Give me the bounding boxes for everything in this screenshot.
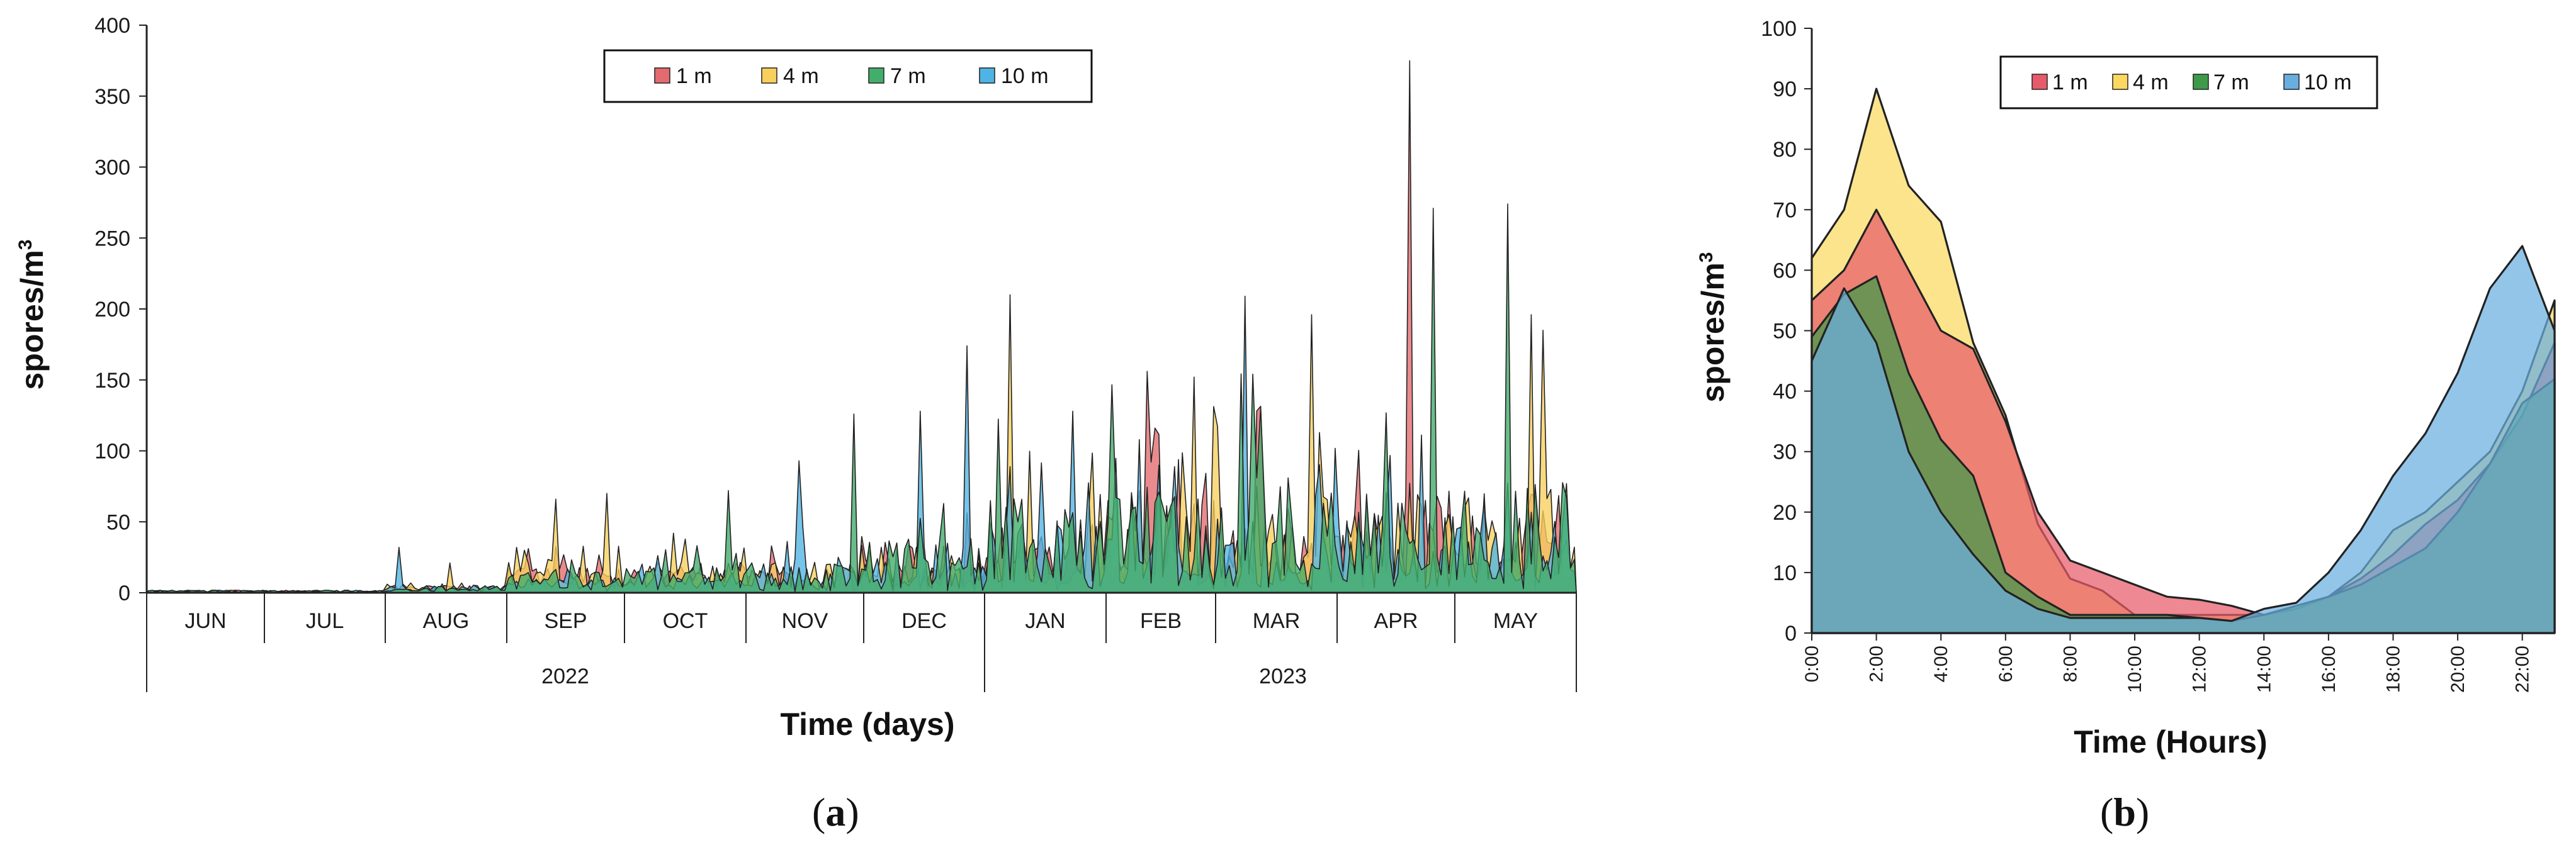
b-y-tick-label: 30 [1773,440,1797,464]
a-month-label-jul: JUL [306,609,344,633]
a-area-7m [146,203,1577,593]
b-x-axis-title: Time (Hours) [2074,724,2267,760]
a-legend-swatch-7m [868,67,884,84]
b-legend-box [1999,55,2378,109]
a-year-label-2022: 2022 [541,664,589,688]
a-y-tick-label: 100 [94,440,130,464]
b-y-tick-label: 80 [1773,138,1797,162]
b-y-tick-label: 60 [1773,259,1797,283]
a-y-tick-label: 250 [94,227,130,250]
a-legend-swatch-10m [979,67,995,84]
b-y-tick-label: 0 [1785,622,1797,646]
b-x-tick-label: 20:00 [2448,646,2468,693]
b-y-ticks: 0 10 20 30 40 50 60 70 80 90 100 [1761,17,1812,646]
a-area-layer [146,60,1577,593]
a-y-axis-title: spores/m3 [14,239,50,390]
b-x-tick-label: 22:00 [2512,646,2533,693]
a-legend-box [603,49,1093,103]
b-legend: 1 m 4 m 7 m 10 m [1999,55,2378,109]
b-x-tick-label: 0:00 [1802,646,1822,682]
b-legend-swatch-10m [2283,74,2300,90]
a-legend-label-1m: 1 m [676,64,712,88]
b-y-tick-label: 50 [1773,320,1797,344]
a-year-label-2023: 2023 [1259,664,1307,688]
a-month-label-may: MAY [1493,609,1538,633]
b-x-tick-label: 2:00 [1867,646,1887,682]
a-y-tick-label: 150 [94,369,130,393]
b-y-tick-label: 90 [1773,77,1797,101]
b-legend-swatch-4m [2112,74,2128,90]
b-y-tick-label: 20 [1773,501,1797,525]
a-y-tick-label: 0 [118,581,130,605]
a-y-ticks: 0 50 100 150 200 250 300 350 400 [94,14,147,605]
b-legend-label-10m: 10 m [2304,70,2352,94]
a-y-tick-label: 50 [106,510,130,534]
a-y-axis-title-sup: 3 [15,239,36,250]
a-legend-label-10m: 10 m [1001,64,1049,88]
a-legend-label-7m: 7 m [890,64,926,88]
a-y-tick-label: 300 [94,156,130,180]
a-area-1m [146,60,1577,593]
b-legend-swatch-1m [2031,74,2048,90]
b-y-axis-title-sup: 3 [1696,252,1717,262]
panel-b-chart: 0 10 20 30 40 50 60 70 80 90 100 0:00 2:00 4:00 6:00 8… [1695,17,2556,834]
a-x-axis-title: Time (days) [781,707,955,742]
b-x-tick-label: 10:00 [2125,646,2145,693]
b-area-layer [1811,87,2556,634]
a-month-label-mar: MAR [1253,609,1301,633]
b-x-tick-label: 8:00 [2060,646,2081,682]
b-x-tick-label: 4:00 [1931,646,1952,682]
b-legend-label-7m: 7 m [2213,70,2249,94]
a-month-label-jan: JAN [1025,609,1065,633]
b-y-axis-title: spores/m3 [1695,252,1731,402]
a-legend-label-4m: 4 m [783,64,819,88]
a-legend-swatch-1m [654,67,670,84]
a-month-label-dec: DEC [901,609,947,633]
a-axes [145,25,1576,594]
a-month-label-apr: APR [1374,609,1418,633]
b-y-tick-label: 100 [1761,17,1797,41]
a-month-label-sep: SEP [544,609,587,633]
b-x-tick-label: 16:00 [2319,646,2339,693]
a-month-label-feb: FEB [1140,609,1182,633]
a-month-ticks: JUN JUL AUG SEP OCT NOV DEC JAN FEB MAR APR MAY [146,593,1577,692]
b-legend-swatch-7m [2193,74,2209,90]
b-y-tick-label: 70 [1773,198,1797,222]
b-x-tick-label: 18:00 [2383,646,2404,693]
a-month-label-aug: AUG [423,609,470,633]
a-y-tick-label: 400 [94,14,130,38]
b-legend-label-1m: 1 m [2052,70,2088,94]
a-month-label-oct: OCT [663,609,708,633]
a-month-label-nov: NOV [782,609,828,633]
a-y-tick-label: 200 [94,298,130,322]
a-legend: 1 m 4 m 7 m 10 m [603,49,1093,103]
panel-label-b: (b) [2100,790,2149,834]
b-x-tick-label: 12:00 [2189,646,2210,693]
a-y-tick-label: 350 [94,85,130,109]
a-legend-swatch-4m [761,67,777,84]
panel-label-a: (a) [812,790,859,834]
b-x-tick-label: 14:00 [2254,646,2274,693]
b-area-10m [1811,245,2556,634]
panel-a-chart: 0 50 100 150 200 250 300 350 400 JUN JUL AUG SEP OCT… [14,14,1577,834]
b-x-ticks: 0:00 2:00 4:00 6:00 8:00 10:00 12:00 14:00 16:00… [1802,633,2533,693]
b-y-tick-label: 40 [1773,380,1797,404]
b-y-tick-label: 10 [1773,561,1797,585]
b-x-tick-label: 6:00 [1996,646,2016,682]
b-legend-label-4m: 4 m [2133,70,2169,94]
a-month-label-jun: JUN [184,609,226,633]
